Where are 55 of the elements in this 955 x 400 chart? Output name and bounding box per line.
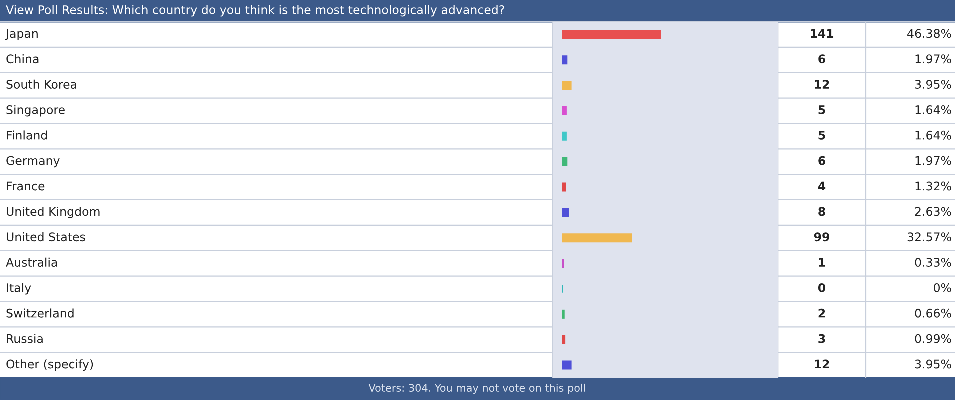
data-label: 6 [818, 54, 826, 64]
text: 0.99% [915, 334, 952, 344]
text: 2.63% [915, 207, 952, 216]
bar [562, 106, 567, 116]
data-label: 1 [819, 258, 826, 267]
y-tick-label: Russia [7, 334, 43, 344]
data-label: 0 [818, 283, 826, 292]
text: 1.64% [916, 105, 952, 114]
data-label: 99 [814, 232, 830, 242]
data-label: 12 [815, 360, 830, 369]
y-tick-label: Singapore [6, 105, 65, 117]
text: 0.66% [915, 308, 952, 318]
text: 46.38% [908, 29, 952, 38]
text: 1.97% [916, 156, 952, 166]
text: 3.95% [915, 360, 952, 369]
data-label: 141 [811, 29, 834, 38]
bar [562, 182, 566, 192]
data-label: 5 [818, 131, 826, 140]
text: View Poll Results: Which country do you think is the most technologically advanced? [6, 5, 504, 17]
bar [562, 132, 567, 141]
y-tick-label: Australia [6, 258, 58, 267]
text: 1.64% [916, 130, 952, 140]
data-label: 2 [818, 308, 826, 318]
y-tick-label: Italy [7, 283, 32, 295]
data-label: 8 [818, 207, 826, 216]
text: 0.33% [915, 258, 952, 267]
bar [562, 30, 662, 40]
y-tick-label: United States [7, 232, 86, 242]
text: 1.97% [916, 54, 952, 64]
data-label: 6 [818, 156, 826, 166]
bar [562, 234, 632, 243]
bar [562, 157, 568, 166]
text: 0% [934, 283, 952, 292]
data-label: 12 [815, 80, 830, 89]
text: 1.32% [916, 182, 952, 191]
bar [562, 360, 572, 370]
text: 3.95% [915, 80, 952, 89]
y-tick-label: Japan [5, 29, 38, 40]
y-tick-label: China [6, 54, 39, 64]
y-tick-label: United Kingdom [7, 207, 100, 218]
y-tick-label: Finland [7, 130, 48, 140]
y-tick-label: South Korea [6, 80, 76, 89]
text: 32.57% [908, 232, 952, 242]
bar [562, 335, 566, 344]
y-tick-label: France [7, 182, 45, 191]
bar [562, 81, 572, 90]
y-tick-label: Other (specify) [6, 360, 94, 371]
data-label: 4 [818, 182, 826, 191]
y-tick-label: Germany [6, 156, 60, 168]
data-label: 5 [818, 106, 826, 114]
data-label: 3 [818, 334, 826, 344]
y-tick-label: Switzerland [6, 308, 74, 318]
text: Voters: 304. You may not vote on this poll [368, 384, 586, 394]
bar [562, 56, 568, 65]
bar [562, 208, 570, 218]
